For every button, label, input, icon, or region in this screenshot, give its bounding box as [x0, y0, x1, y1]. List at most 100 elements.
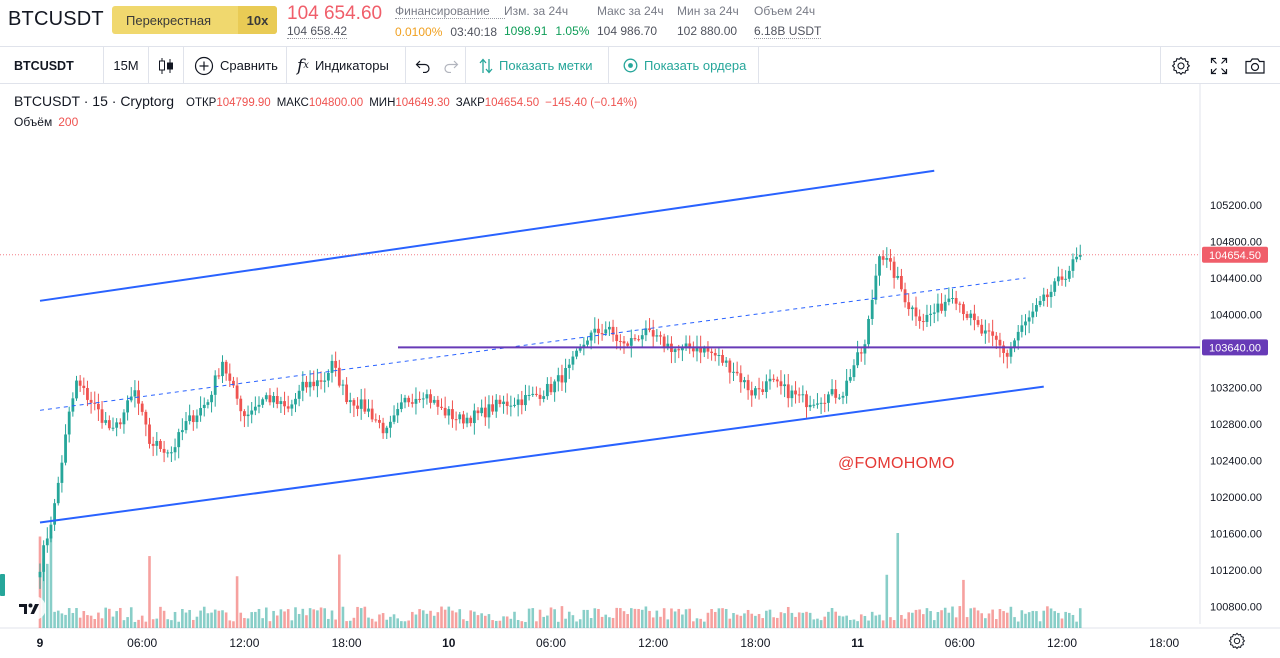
redo-button[interactable] [436, 47, 466, 84]
volume-bar [757, 614, 761, 628]
candle-body [721, 355, 724, 363]
candle-body [232, 380, 235, 386]
settings-button[interactable] [1160, 47, 1200, 84]
volume-bar [421, 610, 425, 628]
volume-bar [962, 579, 965, 628]
volume-bar [779, 612, 783, 628]
volume-bar [498, 620, 502, 628]
candle-body [954, 298, 958, 304]
toolbar-symbol-button[interactable]: BTCUSDT [0, 47, 104, 84]
candle-body [900, 275, 903, 290]
candle-body [151, 443, 155, 446]
candle-body [86, 388, 89, 400]
volume-bar [341, 606, 345, 628]
high-24h-label: Макс за 24ч [597, 4, 664, 18]
channel-lower-line [39, 385, 1044, 524]
volume-bar [403, 621, 407, 628]
price-chart[interactable]: 105200.00 104800.00 104400.00 104000.00 1036… [0, 84, 1280, 658]
show-orders-button[interactable]: Показать ордера [609, 47, 759, 84]
candle-body [951, 298, 954, 300]
candle-body [870, 299, 874, 319]
volume-bar [166, 619, 170, 628]
candle-body [827, 394, 830, 403]
candle-body [695, 347, 699, 352]
show-marks-button[interactable]: Показать метки [466, 47, 609, 84]
volume-bar [732, 613, 735, 628]
candle-body [64, 434, 67, 463]
candle-body [367, 408, 370, 412]
interval-button[interactable]: 15M [104, 47, 149, 84]
candle-body [859, 352, 863, 354]
candle-body [436, 399, 440, 407]
volume-bar [703, 621, 706, 628]
candle-body [969, 313, 973, 318]
volume-bar [170, 620, 173, 628]
fullscreen-button[interactable] [1200, 47, 1237, 84]
volume-bar [794, 616, 797, 628]
volume-bar [739, 615, 743, 628]
candle-body [75, 380, 78, 399]
candle-body [429, 394, 432, 403]
volume-bar [1060, 618, 1064, 628]
volume-bar [1031, 610, 1035, 628]
undo-button[interactable] [410, 47, 436, 84]
margin-mode-selector[interactable]: Перекрестная 10x [112, 6, 277, 34]
volume-bar [286, 609, 290, 628]
legend-title: BTCUSDT · 15 · Cryptorg [14, 93, 174, 109]
candle-body [717, 355, 721, 357]
candle-body [67, 411, 71, 435]
screenshot-button[interactable] [1237, 47, 1273, 84]
volume-bar [564, 618, 567, 628]
channel-mid-line [39, 277, 1026, 411]
candle-body [1020, 325, 1024, 332]
candle-body [294, 398, 297, 405]
leverage-button[interactable]: 10x [238, 6, 277, 34]
volume-bar [155, 618, 159, 628]
candle-body [78, 380, 82, 386]
volume-bar [308, 608, 312, 628]
time-axis-settings-button[interactable] [1228, 632, 1246, 655]
volume-bar [1035, 611, 1038, 628]
volume-bar [717, 608, 721, 628]
price-axis-label: 104800.00 [1210, 237, 1262, 249]
candle-body [648, 328, 651, 331]
volume-bar [684, 609, 688, 628]
compare-button[interactable]: Сравнить [184, 47, 287, 84]
volume-bar [348, 620, 352, 628]
low-24h-stat: Мин за 24ч 102 880.00 [677, 4, 739, 38]
time-axis-label: 9 [37, 636, 44, 650]
candle-body [268, 395, 272, 403]
candle-body [297, 390, 301, 399]
tradingview-logo-icon[interactable] [14, 596, 46, 620]
volume-bar [414, 614, 418, 628]
volume-bar [582, 609, 586, 628]
candle-body [564, 368, 567, 383]
legend-high-label: МАКС [276, 97, 309, 109]
price-axis-label: 103200.00 [1210, 383, 1262, 395]
candle-body [724, 360, 728, 363]
chart-style-button[interactable] [149, 47, 184, 84]
symbol-title[interactable]: BTCUSDT [8, 8, 104, 30]
volume-bar [425, 613, 429, 628]
candle-body [385, 427, 389, 434]
candle-body [359, 399, 363, 409]
volume-bar [89, 615, 93, 628]
candle-body [199, 408, 202, 416]
volume-bar [637, 608, 640, 628]
candle-body [257, 404, 261, 407]
volume-bar [1064, 611, 1067, 628]
candle-body [710, 351, 713, 353]
volume-bar [400, 621, 403, 628]
candle-body [816, 403, 819, 405]
candle-body [483, 407, 487, 418]
price-axis-label: 100800.00 [1210, 602, 1262, 614]
candle-body [571, 356, 575, 365]
candle-body [326, 372, 330, 381]
candle-body [691, 348, 695, 352]
last-price: 104 654.60 [287, 3, 383, 24]
channel-upper-line [39, 169, 935, 302]
volume-bar [878, 614, 881, 628]
volume-bar [151, 619, 155, 628]
candle-body [447, 409, 451, 416]
